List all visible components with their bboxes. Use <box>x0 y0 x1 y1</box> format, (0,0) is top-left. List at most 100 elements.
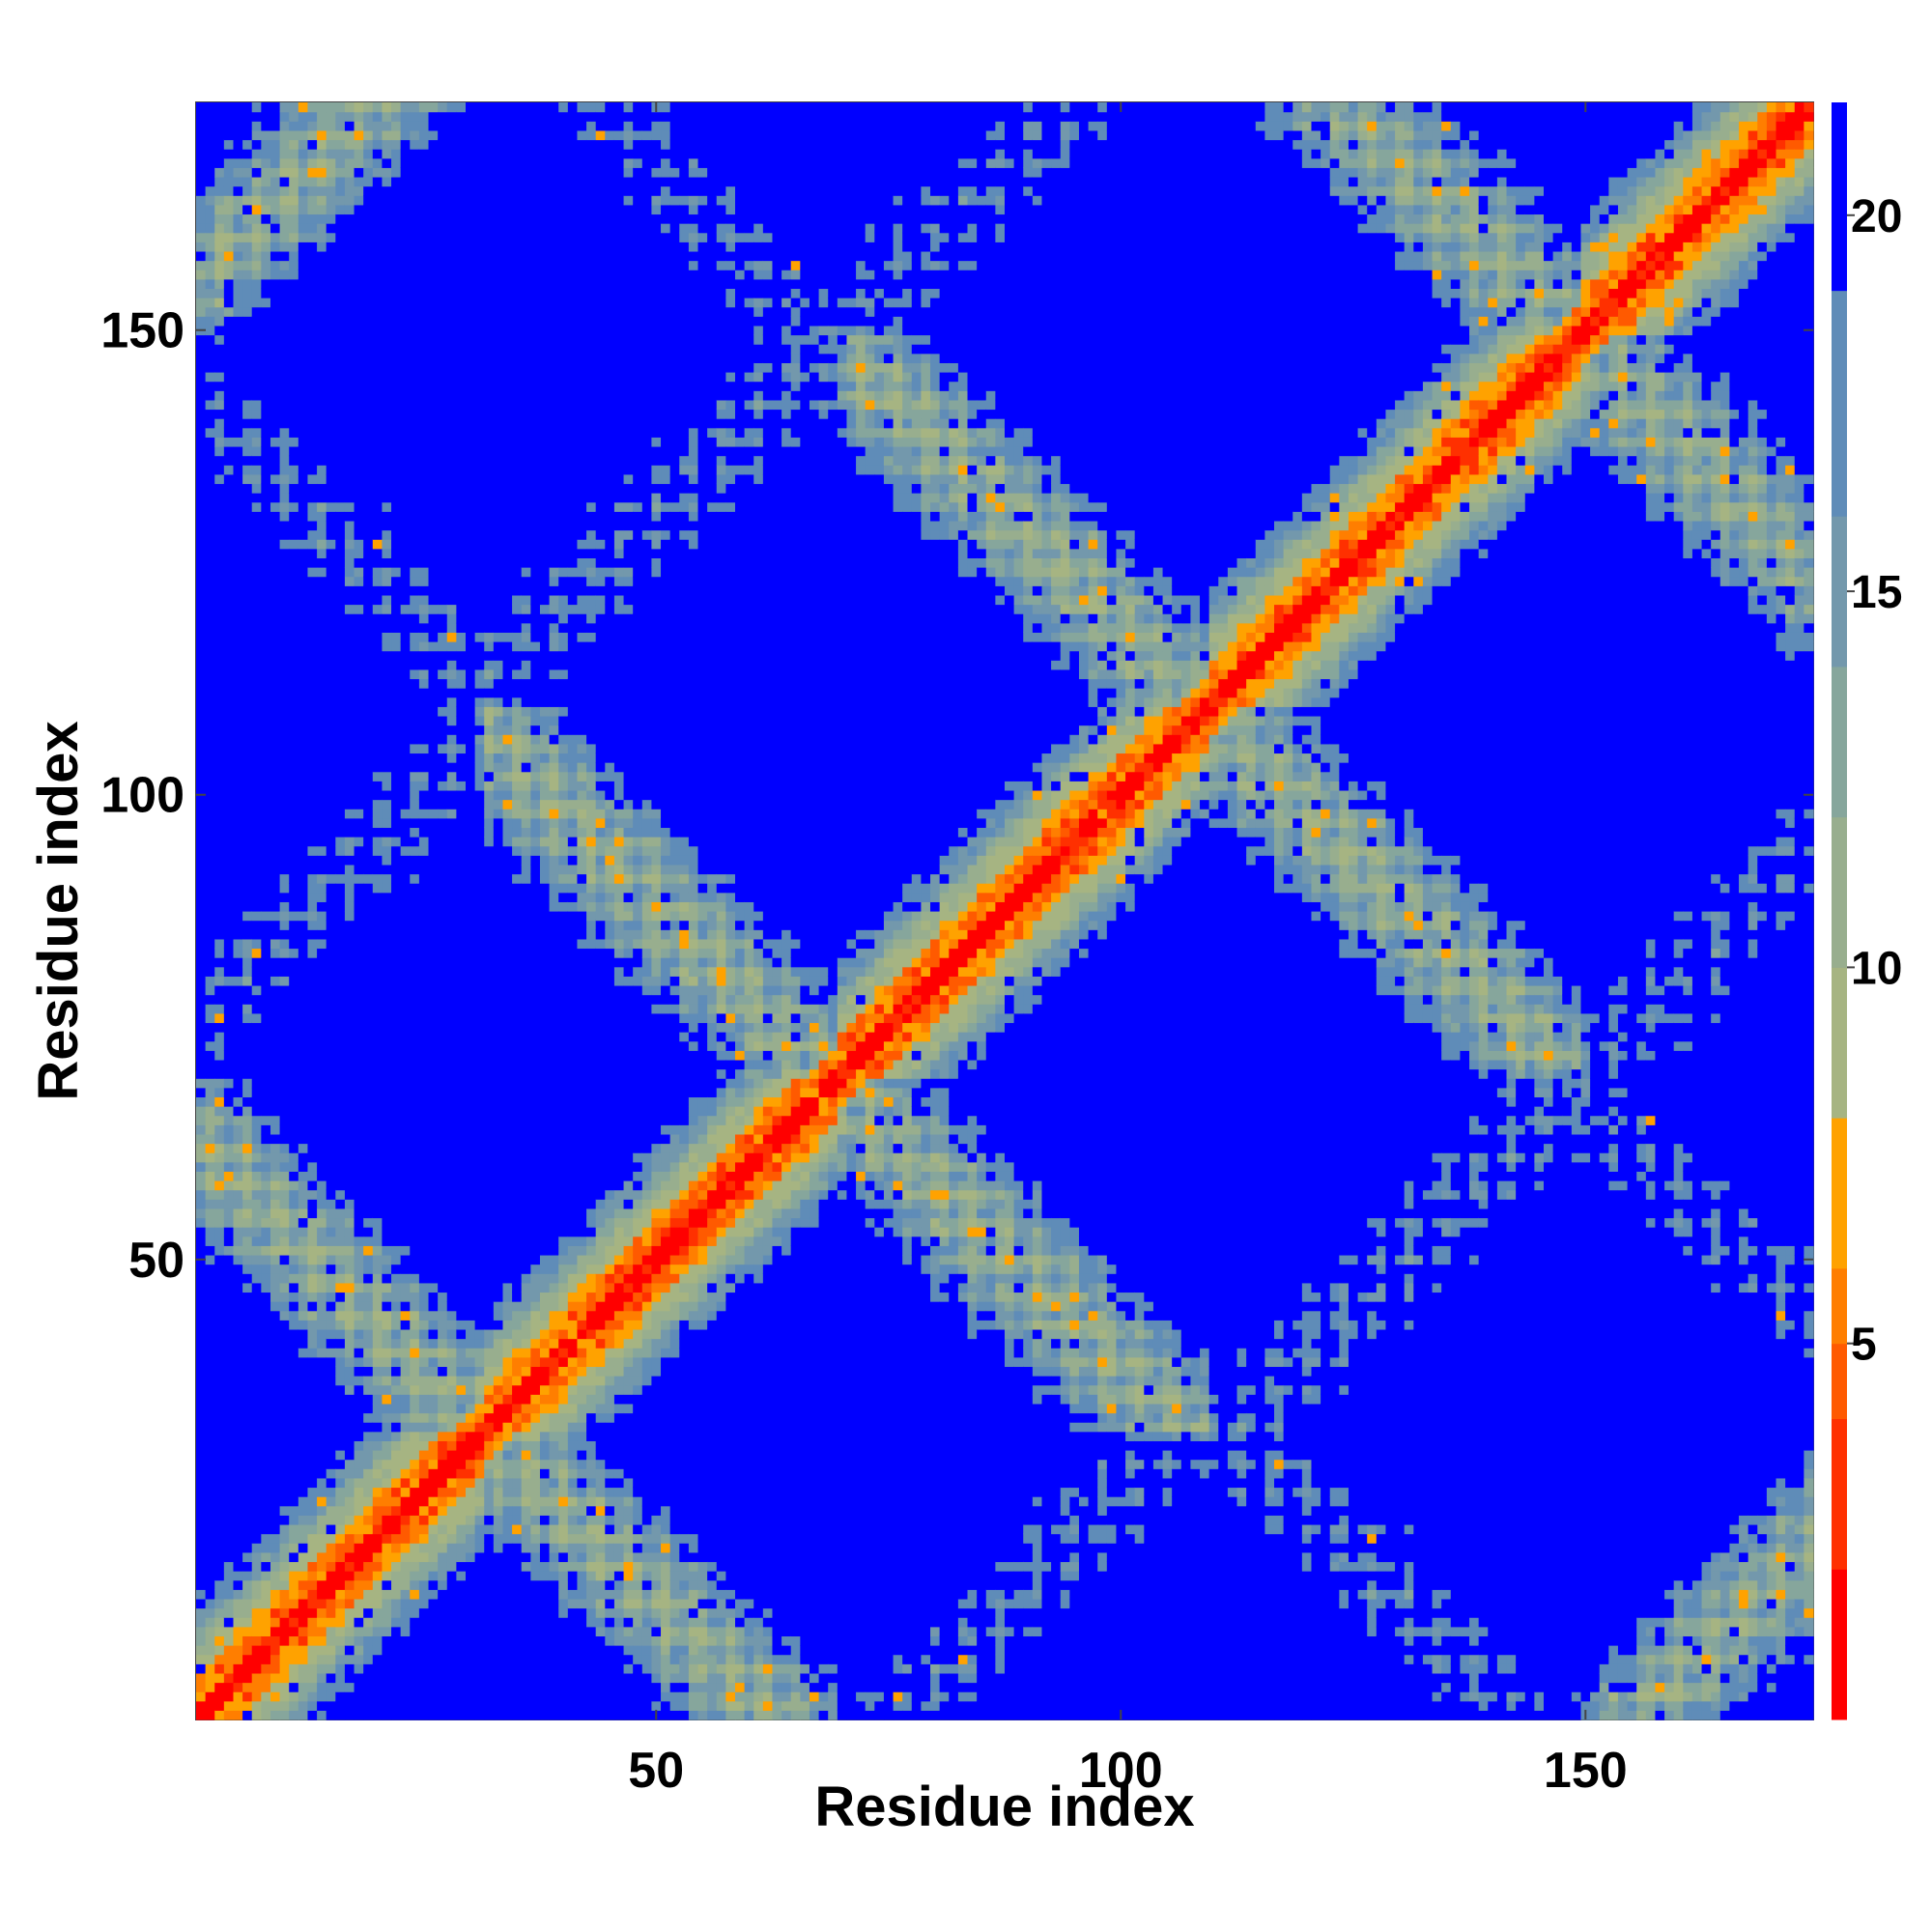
heatmap-cell <box>382 1282 392 1293</box>
heatmap-cell <box>307 195 318 206</box>
heatmap-cell <box>270 1533 281 1544</box>
heatmap-cell <box>223 1236 235 1246</box>
heatmap-cell <box>446 696 457 707</box>
heatmap-cell <box>400 585 411 596</box>
heatmap-cell <box>223 817 235 829</box>
heatmap-cell <box>410 1124 420 1135</box>
heatmap-cell <box>298 483 309 494</box>
heatmap-cell <box>438 706 448 717</box>
heatmap-cell <box>418 1227 430 1237</box>
heatmap-cell <box>307 539 318 550</box>
heatmap-cell <box>428 1551 439 1563</box>
heatmap-cell <box>326 650 336 661</box>
heatmap-cell <box>372 1579 384 1590</box>
heatmap-cell <box>242 437 253 447</box>
heatmap-cell <box>298 1264 309 1274</box>
heatmap-cell <box>223 1189 235 1200</box>
heatmap-cell <box>233 1236 243 1246</box>
heatmap-cell <box>335 613 346 624</box>
heatmap-cell <box>446 1422 457 1433</box>
heatmap-cell <box>344 688 355 698</box>
heatmap-cell <box>335 1468 346 1479</box>
heatmap-cell <box>391 706 402 717</box>
heatmap-cell <box>233 1161 243 1172</box>
heatmap-cell <box>251 427 262 438</box>
heatmap-cell <box>335 195 346 206</box>
heatmap-cell <box>363 520 374 531</box>
heatmap-cell <box>326 1403 336 1414</box>
heatmap-cell <box>270 390 281 401</box>
heatmap-cell <box>354 1356 364 1368</box>
heatmap-cell <box>456 781 467 791</box>
heatmap-cell <box>214 734 225 745</box>
heatmap-cell <box>354 1217 364 1228</box>
heatmap-cell <box>223 1301 235 1312</box>
heatmap-cell <box>400 250 411 262</box>
heatmap-cell <box>446 864 457 875</box>
heatmap-cell <box>251 864 262 875</box>
heatmap-cell <box>223 278 235 290</box>
heatmap-cell <box>382 938 392 950</box>
heatmap-cell <box>400 734 411 745</box>
heatmap-cell <box>298 901 309 912</box>
heatmap-cell <box>438 409 448 419</box>
heatmap-cell <box>382 353 392 363</box>
heatmap-cell <box>251 994 262 1005</box>
heatmap-cell <box>382 1115 392 1125</box>
heatmap-cell <box>242 1710 253 1720</box>
heatmap-cell <box>418 520 430 531</box>
heatmap-cell <box>289 1589 299 1600</box>
heatmap-cell <box>223 1626 235 1637</box>
heatmap-cell <box>242 362 253 373</box>
heatmap-cell <box>279 781 290 791</box>
heatmap-cell <box>344 316 355 327</box>
heatmap-cell <box>363 604 374 614</box>
heatmap-cell <box>428 1310 439 1321</box>
heatmap-cell <box>446 1617 457 1628</box>
heatmap-cell <box>205 734 215 745</box>
heatmap-cell <box>214 1412 225 1423</box>
heatmap-cell <box>317 1496 327 1507</box>
heatmap-cell <box>382 1533 392 1544</box>
heatmap-cell <box>233 1004 243 1014</box>
heatmap-cell <box>382 529 392 540</box>
heatmap-cell <box>326 984 336 996</box>
heatmap-cell <box>446 325 457 336</box>
heatmap-cell <box>214 622 225 633</box>
heatmap-cell <box>205 984 215 996</box>
heatmap-cell <box>438 984 448 996</box>
heatmap-cell <box>317 1264 327 1274</box>
heatmap-cell <box>307 567 318 578</box>
heatmap-cell <box>289 1543 299 1553</box>
heatmap-cell <box>363 1328 374 1340</box>
heatmap-cell <box>205 762 215 773</box>
heatmap-cell <box>214 548 225 559</box>
heatmap-cell <box>326 1115 336 1125</box>
heatmap-cell <box>354 483 364 494</box>
heatmap-cell <box>418 1431 430 1441</box>
heatmap-cell <box>428 762 439 773</box>
heatmap-cell <box>233 743 243 754</box>
heatmap-cell <box>223 585 235 596</box>
heatmap-cell <box>363 1459 374 1469</box>
heatmap-cell <box>298 753 309 763</box>
heatmap-cell <box>289 1607 299 1618</box>
heatmap-cell <box>372 660 384 670</box>
heatmap-cell <box>372 837 384 847</box>
heatmap-cell <box>456 706 467 717</box>
heatmap-cell <box>289 418 299 429</box>
heatmap-cell <box>205 948 215 958</box>
heatmap-cell <box>335 594 346 606</box>
heatmap-cell <box>298 473 309 485</box>
heatmap-cell <box>363 715 374 726</box>
heatmap-cell <box>289 185 299 196</box>
heatmap-cell <box>289 911 299 922</box>
heatmap-cell <box>261 1477 271 1489</box>
heatmap-cell <box>400 613 411 624</box>
heatmap-cell <box>233 1561 243 1572</box>
heatmap-cell <box>214 1710 225 1720</box>
heatmap-cell <box>363 1645 374 1656</box>
heatmap-cell <box>438 911 448 922</box>
heatmap-cell <box>418 771 430 781</box>
heatmap-cell <box>214 278 225 290</box>
